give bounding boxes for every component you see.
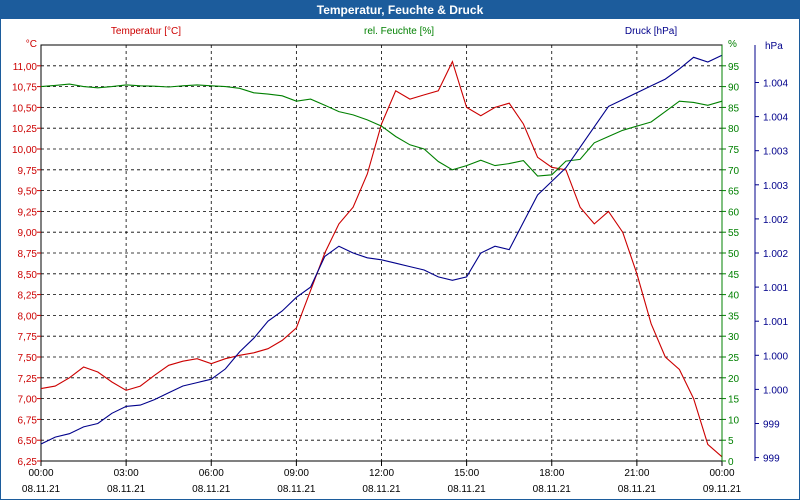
humidity-tick-label: 75: [728, 145, 740, 156]
chart-svg: 00:00 08.11.21 03:00 08.11.21 06:00 08.11.21 0…: [12, 26, 788, 495]
x-tick-date-label: 08.11.21: [533, 484, 572, 495]
x-tick-time-label: 00:00: [28, 468, 53, 479]
x-tick-time-label: 21:00: [624, 468, 649, 479]
temp-tick-label: 11,00: [13, 62, 38, 73]
chart-title: Temperatur, Feuchte & Druck: [1, 1, 799, 19]
temp-tick-label: 9,75: [18, 166, 38, 177]
legend-humidity: rel. Feuchte [%]: [364, 26, 434, 37]
x-tick-time-label: 00:00: [709, 468, 734, 479]
pressure-tick-label: 1.000: [763, 385, 788, 396]
humidity-tick-label: 35: [728, 311, 740, 322]
temp-tick-label: 6,25: [18, 457, 38, 468]
temp-tick-label: 10,50: [12, 103, 37, 114]
temp-tick-label: 8,25: [18, 291, 38, 302]
humidity-tick-label: 95: [728, 62, 740, 73]
pressure-tick-label: 1.003: [763, 181, 788, 192]
humidity-tick-label: 80: [728, 124, 740, 135]
humidity-tick-label: 50: [728, 249, 740, 260]
temp-tick-label: 8,75: [18, 249, 38, 260]
humidity-series-line: [40, 83, 723, 177]
x-tick-time-label: 12:00: [369, 468, 394, 479]
humidity-tick-label: 40: [728, 291, 740, 302]
x-tick-date-label: 09.11.21: [703, 484, 742, 495]
temp-tick-label: 8,00: [18, 311, 38, 322]
x-tick-time-label: 03:00: [114, 468, 139, 479]
x-tick-time-label: 18:00: [539, 468, 564, 479]
legend-temperature: Temperatur [°C]: [111, 26, 181, 37]
humidity-unit-label: %: [728, 39, 737, 50]
x-tick-date-label: 08.11.21: [618, 484, 657, 495]
pressure-tick-label: 1.002: [763, 249, 788, 260]
temp-tick-label: 8,50: [18, 270, 38, 281]
humidity-tick-label: 55: [728, 228, 740, 239]
temp-tick-label: 10,75: [12, 83, 37, 94]
temp-unit-label: °C: [26, 39, 37, 50]
x-tick-date-label: 08.11.21: [362, 484, 401, 495]
temp-tick-label: 9,25: [18, 207, 38, 218]
x-tick-date-label: 08.11.21: [22, 484, 61, 495]
axis-layer: [37, 45, 759, 466]
pressure-series-line: [40, 54, 723, 445]
pressure-tick-label: 1.004: [763, 113, 788, 124]
temp-tick-label: 6,50: [18, 436, 38, 447]
temp-tick-label: 7,50: [18, 353, 38, 364]
pressure-tick-label: 999: [763, 419, 780, 430]
x-tick-date-label: 08.11.21: [448, 484, 487, 495]
x-tick-time-label: 06:00: [199, 468, 224, 479]
temp-tick-label: 10,25: [12, 124, 37, 135]
pressure-tick-label: 999: [763, 454, 780, 465]
x-tick-time-label: 09:00: [284, 468, 309, 479]
humidity-tick-label: 5: [728, 436, 734, 447]
humidity-tick-label: 65: [728, 187, 740, 198]
humidity-tick-label: 90: [728, 83, 740, 94]
x-tick-date-label: 08.11.21: [107, 484, 146, 495]
temperature-series-line: [40, 60, 723, 458]
humidity-tick-label: 20: [728, 374, 740, 385]
humidity-tick-label: 10: [728, 415, 740, 426]
humidity-tick-label: 15: [728, 395, 740, 406]
humidity-tick-label: 30: [728, 332, 740, 343]
humidity-tick-label: 25: [728, 353, 740, 364]
humidity-tick-label: 85: [728, 103, 740, 114]
pressure-tick-label: 1.002: [763, 215, 788, 226]
series-layer: [40, 54, 723, 458]
pressure-tick-label: 1.001: [763, 317, 788, 328]
grid-lines: [40, 44, 723, 462]
x-tick-date-label: 08.11.21: [192, 484, 231, 495]
temp-tick-label: 7,00: [18, 395, 38, 406]
pressure-tick-label: 1.004: [763, 79, 788, 90]
pressure-tick-label: 1.001: [763, 283, 788, 294]
temp-tick-label: 9,50: [18, 187, 38, 198]
pressure-tick-label: 1.000: [763, 351, 788, 362]
pressure-unit-label: hPa: [765, 41, 783, 52]
temp-tick-label: 9,00: [18, 228, 38, 239]
humidity-tick-label: 70: [728, 166, 740, 177]
temp-tick-label: 6,75: [18, 415, 38, 426]
temp-tick-label: 7,75: [18, 332, 38, 343]
legend-pressure: Druck [hPa]: [625, 26, 677, 37]
humidity-tick-label: 45: [728, 270, 740, 281]
pressure-tick-label: 1.003: [763, 147, 788, 158]
humidity-tick-label: 60: [728, 207, 740, 218]
x-tick-time-label: 15:00: [454, 468, 479, 479]
label-layer: 00:00 08.11.21 03:00 08.11.21 06:00 08.11.21 0…: [12, 26, 788, 495]
humidity-tick-label: 0: [728, 457, 734, 468]
x-tick-date-label: 08.11.21: [277, 484, 316, 495]
temp-tick-label: 7,25: [18, 374, 38, 385]
temp-tick-label: 10,00: [12, 145, 37, 156]
